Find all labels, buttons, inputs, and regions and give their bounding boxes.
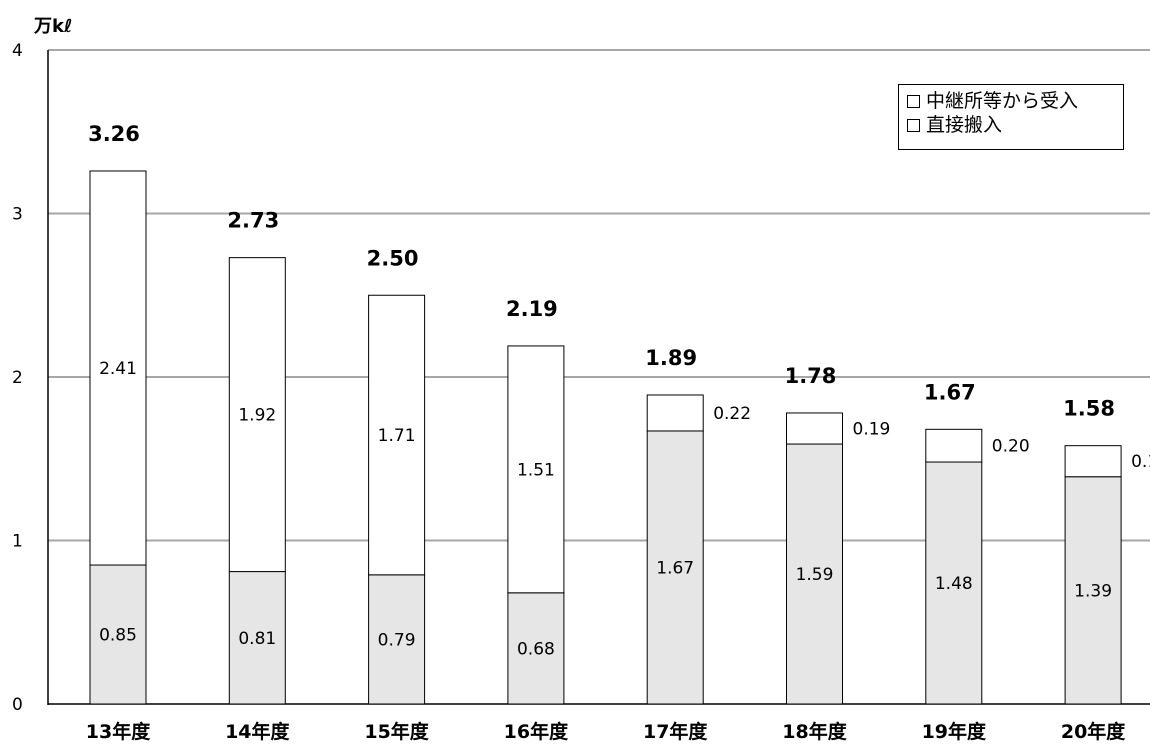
data-label-relay: 2.41 xyxy=(99,359,137,379)
x-tick-label: 15年度 xyxy=(364,720,429,743)
x-tick-label: 16年度 xyxy=(504,720,569,743)
total-label: 1.67 xyxy=(924,380,976,404)
bar-segment-direct xyxy=(1064,476,1122,705)
data-label-direct: 1.39 xyxy=(1074,581,1112,601)
bar-segment-direct xyxy=(925,461,983,705)
x-tick-label: 20年度 xyxy=(1061,720,1126,743)
data-label-relay: 0.19 xyxy=(853,420,891,440)
data-label-relay: 1.71 xyxy=(378,426,416,446)
x-tick-label: 18年度 xyxy=(782,720,847,743)
bar-segment-relay xyxy=(1064,445,1122,478)
y-tick-label: 0 xyxy=(12,695,23,715)
data-label-direct: 1.59 xyxy=(796,565,834,585)
total-label: 2.19 xyxy=(506,297,558,321)
x-tick-label: 14年度 xyxy=(225,720,290,743)
bar-segment-direct xyxy=(368,574,426,705)
legend-label-direct: 直接搬入 xyxy=(926,114,1003,136)
data-label-direct: 0.79 xyxy=(378,630,416,650)
legend-item-direct: 直接搬入 xyxy=(907,113,1123,137)
bar-segment-relay xyxy=(368,294,426,576)
bar-segment-direct xyxy=(507,592,565,705)
legend-swatch-direct xyxy=(907,118,920,132)
data-label-direct: 1.48 xyxy=(935,574,973,594)
data-label-relay: 0.22 xyxy=(713,404,751,424)
legend-item-relay: 中継所等から受入 xyxy=(907,89,1123,113)
data-label-direct: 0.81 xyxy=(238,629,276,649)
x-tick-label: 19年度 xyxy=(922,720,987,743)
bar-segment-direct xyxy=(89,564,147,705)
y-tick-label: 1 xyxy=(12,532,23,552)
y-tick-label: 3 xyxy=(12,205,23,225)
y-tick-label: 4 xyxy=(12,41,23,61)
bar-segment-direct xyxy=(228,571,286,705)
legend-swatch-relay xyxy=(907,94,920,108)
bar-segment-relay xyxy=(89,170,147,566)
data-label-relay: 1.92 xyxy=(238,406,276,426)
total-label: 3.26 xyxy=(88,122,140,146)
total-label: 2.73 xyxy=(227,209,279,233)
bar-segment-direct xyxy=(786,443,843,705)
bar-segment-relay xyxy=(786,412,843,445)
data-label-relay: 0.20 xyxy=(992,437,1030,457)
legend-label-relay: 中継所等から受入 xyxy=(926,90,1079,112)
bar-segment-relay xyxy=(507,345,565,594)
data-label-direct: 0.68 xyxy=(517,639,555,659)
x-tick-label: 13年度 xyxy=(86,720,151,743)
data-label-direct: 0.85 xyxy=(99,626,137,646)
x-tick-label: 17年度 xyxy=(643,720,708,743)
bar-segment-direct xyxy=(646,430,704,705)
bar-segment-relay xyxy=(925,428,983,463)
data-label-relay: 0.19 xyxy=(1131,452,1150,472)
y-tick-label: 2 xyxy=(12,368,23,388)
total-label: 1.89 xyxy=(645,346,697,370)
total-label: 1.58 xyxy=(1063,397,1115,421)
legend: 中継所等から受入 直接搬入 xyxy=(898,84,1124,150)
total-label: 2.50 xyxy=(367,246,419,270)
unit-label: 万kℓ xyxy=(34,16,73,37)
bar-segment-relay xyxy=(228,257,286,573)
data-label-direct: 1.67 xyxy=(656,558,694,578)
total-label: 1.78 xyxy=(785,364,837,388)
bar-segment-relay xyxy=(646,394,704,432)
data-label-relay: 1.51 xyxy=(517,460,555,480)
